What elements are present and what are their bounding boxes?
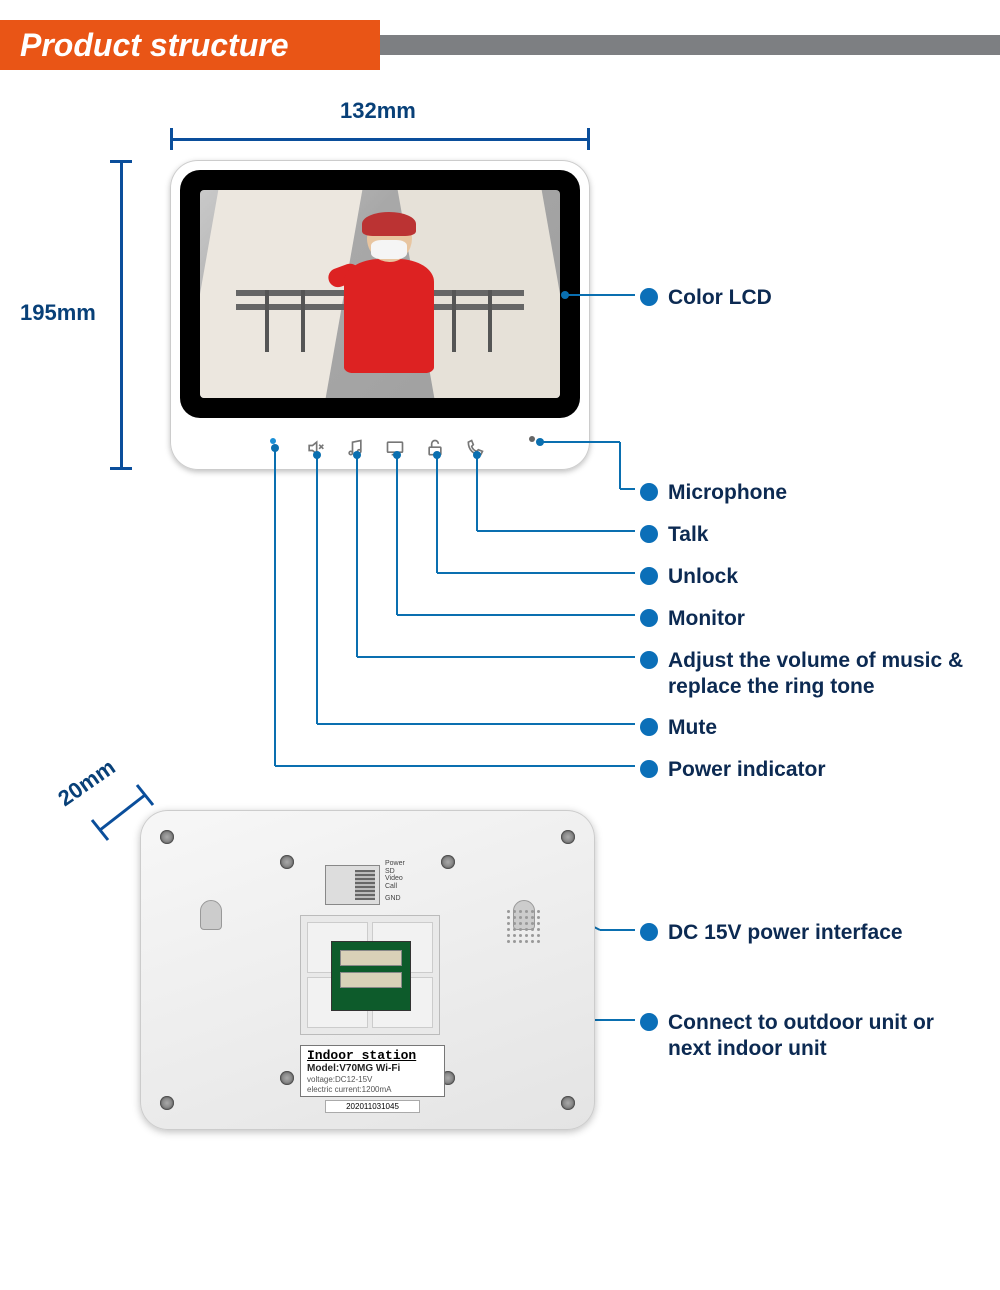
- dim-width-label: 132mm: [340, 98, 416, 124]
- diagram-canvas: 132mm 195mm 20mm: [0, 90, 1000, 1280]
- callout-text: Color LCD: [668, 285, 772, 311]
- mount-slot: [200, 900, 222, 930]
- screen-scene: [200, 190, 560, 398]
- bullet-icon: [640, 609, 658, 627]
- page-title: Product structure: [20, 27, 288, 64]
- callout-text: Monitor: [668, 606, 745, 632]
- music-icon: [345, 438, 365, 458]
- callout-adjust: Adjust the volume of music & replace the…: [640, 648, 968, 701]
- mute-icon: [305, 438, 325, 458]
- dim-width-line: [170, 138, 590, 141]
- bullet-icon: [640, 651, 658, 669]
- bullet-icon: [640, 718, 658, 736]
- callout-text: Adjust the volume of music & replace the…: [668, 648, 968, 701]
- rear-unit: Power SD Video Call GND: [140, 810, 595, 1130]
- callout-text: Talk: [668, 522, 708, 548]
- connector-port: [340, 972, 402, 988]
- callout-lcd: Color LCD: [640, 285, 772, 311]
- lcd-screen: [200, 190, 560, 398]
- speaker-grille: [507, 910, 540, 943]
- screw-icon: [280, 855, 294, 869]
- callout-monitor: Monitor: [640, 606, 745, 632]
- dc-input: [325, 865, 380, 905]
- bullet-icon: [640, 567, 658, 585]
- screw-icon: [441, 855, 455, 869]
- callout-text: Microphone: [668, 480, 787, 506]
- callout-text: Mute: [668, 715, 717, 741]
- bullet-icon: [640, 923, 658, 941]
- label-model: Model:V70MG Wi-Fi: [307, 1063, 438, 1075]
- callout-text: Connect to outdoor unit or next indoor u…: [668, 1010, 968, 1063]
- person-figure: [344, 215, 434, 373]
- unlock-icon: [425, 438, 445, 458]
- button-row: [170, 418, 590, 470]
- label-current: electric current:1200mA: [307, 1085, 438, 1095]
- screw-icon: [280, 1071, 294, 1085]
- power-led: [270, 438, 276, 444]
- serial-sticker: 202011031045: [325, 1100, 420, 1113]
- front-monitor: [170, 160, 590, 470]
- screw-icon: [160, 830, 174, 844]
- label-title: Indoor station: [307, 1048, 438, 1063]
- header-gray-bar: [380, 35, 1000, 55]
- header: Product structure: [0, 20, 1000, 70]
- dim-height-cap-t: [110, 160, 132, 163]
- pcb-board: [331, 941, 411, 1011]
- screw-icon: [160, 1096, 174, 1110]
- microphone-hole: [529, 436, 535, 442]
- dim-height-line: [120, 160, 123, 470]
- callout-mute: Mute: [640, 715, 717, 741]
- callout-unlock: Unlock: [640, 564, 738, 590]
- connector-port: [340, 950, 402, 966]
- header-orange-bar: Product structure: [0, 20, 380, 70]
- pin-labels: Power SD Video Call GND: [385, 860, 405, 902]
- callout-talk: Talk: [640, 522, 708, 548]
- dim-height-cap-b: [110, 467, 132, 470]
- bullet-icon: [640, 483, 658, 501]
- dim-width-cap-l: [170, 128, 173, 150]
- bullet-icon: [640, 760, 658, 778]
- label-voltage: voltage:DC12-15V: [307, 1075, 438, 1085]
- pcb-recess: [300, 915, 440, 1035]
- callout-text: DC 15V power interface: [668, 920, 903, 946]
- callout-mic: Microphone: [640, 480, 787, 506]
- rear-label-sticker: Indoor station Model:V70MG Wi-Fi voltage…: [300, 1045, 445, 1097]
- bullet-icon: [640, 1013, 658, 1031]
- callout-connect: Connect to outdoor unit or next indoor u…: [640, 1010, 968, 1063]
- screw-icon: [561, 1096, 575, 1110]
- callout-dc15v: DC 15V power interface: [640, 920, 903, 946]
- callout-text: Power indicator: [668, 757, 826, 783]
- callout-text: Unlock: [668, 564, 738, 590]
- monitor-icon: [385, 438, 405, 458]
- dim-width-cap-r: [587, 128, 590, 150]
- monitor-bezel: [180, 170, 580, 418]
- screw-icon: [561, 830, 575, 844]
- dim-depth-label: 20mm: [53, 754, 120, 812]
- talk-icon: [465, 438, 485, 458]
- bullet-icon: [640, 288, 658, 306]
- callout-power: Power indicator: [640, 757, 826, 783]
- dim-height-label: 195mm: [20, 300, 96, 326]
- bullet-icon: [640, 525, 658, 543]
